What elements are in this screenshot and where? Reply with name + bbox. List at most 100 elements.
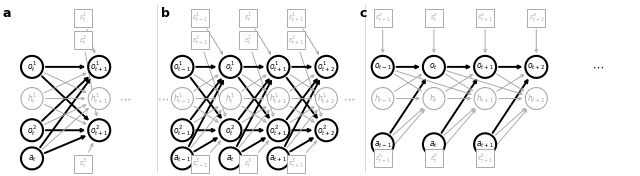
FancyBboxPatch shape: [287, 32, 305, 49]
Ellipse shape: [474, 88, 496, 109]
Ellipse shape: [172, 88, 193, 109]
Ellipse shape: [172, 119, 193, 141]
Text: $h^1_{t+1}$: $h^1_{t+1}$: [90, 91, 108, 106]
Text: $a_t$: $a_t$: [429, 139, 438, 150]
Text: $\epsilon^1_{t+1}$: $\epsilon^1_{t+1}$: [288, 11, 304, 24]
Ellipse shape: [21, 88, 43, 109]
Text: $o^1_t$: $o^1_t$: [225, 59, 236, 74]
Text: $\epsilon^3_{t-1}$: $\epsilon^3_{t-1}$: [192, 157, 208, 170]
Text: $\epsilon^1_{t-1}$: $\epsilon^1_{t-1}$: [192, 11, 208, 24]
Ellipse shape: [268, 119, 289, 141]
Text: $\epsilon^o_{t+2}$: $\epsilon^o_{t+2}$: [529, 11, 544, 24]
Text: $h^1_{t+2}$: $h^1_{t+2}$: [317, 91, 335, 106]
FancyBboxPatch shape: [287, 9, 305, 27]
Ellipse shape: [474, 56, 496, 78]
Ellipse shape: [21, 119, 43, 141]
FancyBboxPatch shape: [74, 9, 92, 27]
FancyBboxPatch shape: [374, 9, 392, 27]
Ellipse shape: [220, 88, 241, 109]
FancyBboxPatch shape: [191, 155, 209, 173]
Ellipse shape: [88, 88, 110, 109]
Text: $a_{t-1}$: $a_{t-1}$: [173, 153, 191, 164]
FancyBboxPatch shape: [191, 9, 209, 27]
Text: $o_t$: $o_t$: [429, 62, 438, 72]
FancyBboxPatch shape: [374, 149, 392, 167]
Text: $o^1_{t+1}$: $o^1_{t+1}$: [269, 59, 287, 74]
Ellipse shape: [474, 133, 496, 155]
Text: $o^1_{t+2}$: $o^1_{t+2}$: [317, 59, 335, 74]
Text: $h^1_{t-1}$: $h^1_{t-1}$: [173, 91, 191, 106]
Text: $o^1_{t-1}$: $o^1_{t-1}$: [173, 59, 191, 74]
Text: $h_{t-1}$: $h_{t-1}$: [374, 92, 392, 105]
FancyBboxPatch shape: [425, 9, 443, 27]
Text: $a_{t-1}$: $a_{t-1}$: [374, 139, 392, 150]
Text: $o^2_{t+2}$: $o^2_{t+2}$: [317, 123, 335, 138]
Text: $\cdots$: $\cdots$: [343, 94, 355, 103]
Text: $\epsilon^2_t$: $\epsilon^2_t$: [79, 34, 88, 47]
Text: $o_{t+2}$: $o_{t+2}$: [527, 62, 545, 72]
Text: $\epsilon^3_{t+1}$: $\epsilon^3_{t+1}$: [288, 157, 304, 170]
Text: $h^1_t$: $h^1_t$: [27, 91, 37, 106]
Text: $\cdots$: $\cdots$: [157, 94, 169, 103]
FancyBboxPatch shape: [239, 155, 257, 173]
Text: $h^1_t$: $h^1_t$: [225, 91, 236, 106]
Text: $h^1_{t+1}$: $h^1_{t+1}$: [269, 91, 287, 106]
Ellipse shape: [172, 56, 193, 78]
Text: $o^1_t$: $o^1_t$: [27, 59, 37, 74]
Text: $o^2_t$: $o^2_t$: [225, 123, 236, 138]
Text: $a_{t+1}$: $a_{t+1}$: [269, 153, 287, 164]
Text: $a_{t+1}$: $a_{t+1}$: [476, 139, 494, 150]
Text: $\cdots$: $\cdots$: [593, 62, 604, 72]
Ellipse shape: [220, 56, 241, 78]
Text: $\epsilon^2_{t+1}$: $\epsilon^2_{t+1}$: [288, 34, 304, 47]
Text: $\epsilon^3_t$: $\epsilon^3_t$: [79, 157, 88, 170]
Text: $\epsilon^o_t$: $\epsilon^o_t$: [429, 11, 438, 24]
Ellipse shape: [21, 147, 43, 169]
Ellipse shape: [220, 119, 241, 141]
FancyBboxPatch shape: [287, 155, 305, 173]
Text: a: a: [3, 7, 11, 20]
FancyBboxPatch shape: [74, 32, 92, 49]
Ellipse shape: [172, 147, 193, 169]
Ellipse shape: [316, 56, 337, 78]
Ellipse shape: [423, 88, 445, 109]
Ellipse shape: [372, 88, 394, 109]
Ellipse shape: [268, 88, 289, 109]
Text: $a_t$: $a_t$: [226, 153, 235, 164]
Ellipse shape: [372, 133, 394, 155]
Text: $\cdots$: $\cdots$: [119, 94, 131, 103]
Ellipse shape: [316, 88, 337, 109]
FancyBboxPatch shape: [239, 32, 257, 49]
Ellipse shape: [525, 88, 547, 109]
Text: $o^2_t$: $o^2_t$: [27, 123, 37, 138]
Text: $\epsilon^o_{t-1}$: $\epsilon^o_{t-1}$: [375, 11, 390, 24]
Ellipse shape: [220, 147, 241, 169]
Ellipse shape: [316, 119, 337, 141]
Text: $a_t$: $a_t$: [28, 153, 36, 164]
Ellipse shape: [525, 56, 547, 78]
Ellipse shape: [268, 147, 289, 169]
Text: $o^1_{t+1}$: $o^1_{t+1}$: [90, 59, 108, 74]
Text: $\epsilon^o_{t+1}$: $\epsilon^o_{t+1}$: [477, 11, 493, 24]
Text: $\epsilon^3_t$: $\epsilon^3_t$: [244, 157, 252, 170]
Text: $\epsilon^h_{t+1}$: $\epsilon^h_{t+1}$: [477, 152, 493, 165]
Ellipse shape: [268, 56, 289, 78]
Text: $\epsilon^1_t$: $\epsilon^1_t$: [244, 11, 252, 24]
FancyBboxPatch shape: [476, 149, 494, 167]
Ellipse shape: [372, 56, 394, 78]
FancyBboxPatch shape: [239, 9, 257, 27]
Text: $\epsilon^h_t$: $\epsilon^h_t$: [429, 152, 438, 165]
Text: $\epsilon^2_{t-1}$: $\epsilon^2_{t-1}$: [192, 34, 208, 47]
FancyBboxPatch shape: [191, 32, 209, 49]
Text: $\epsilon^2_t$: $\epsilon^2_t$: [244, 34, 252, 47]
Ellipse shape: [21, 56, 43, 78]
Ellipse shape: [423, 133, 445, 155]
Text: $o^2_{t-1}$: $o^2_{t-1}$: [173, 123, 191, 138]
FancyBboxPatch shape: [74, 155, 92, 173]
Text: $h_t$: $h_t$: [429, 92, 438, 105]
FancyBboxPatch shape: [425, 149, 443, 167]
Text: b: b: [161, 7, 170, 20]
Text: $\epsilon^h_{t-1}$: $\epsilon^h_{t-1}$: [375, 152, 390, 165]
Text: $o_{t+1}$: $o_{t+1}$: [476, 62, 494, 72]
Text: $o^2_{t+1}$: $o^2_{t+1}$: [90, 123, 108, 138]
